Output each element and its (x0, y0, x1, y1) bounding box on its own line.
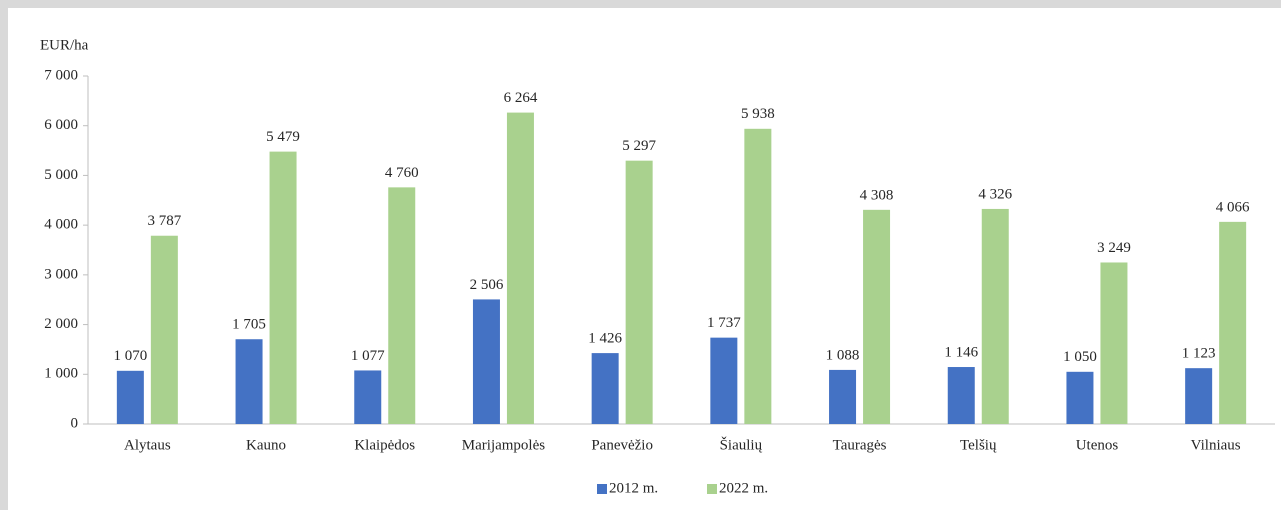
y-tick-label: 6 000 (44, 117, 78, 133)
legend-label: 2012 m. (609, 480, 658, 496)
value-label: 5 479 (266, 129, 300, 145)
legend-swatch (597, 484, 607, 494)
value-label: 2 506 (470, 277, 504, 293)
y-axis-label: EUR/ha (40, 37, 89, 53)
bar (863, 209, 891, 424)
x-tick-label: Alytaus (124, 437, 171, 453)
bar (472, 299, 500, 424)
value-label: 1 705 (232, 317, 266, 333)
x-tick-label: Panevėžio (591, 437, 653, 453)
bar (1066, 371, 1094, 424)
value-label: 4 308 (860, 187, 894, 203)
x-tick-label: Klaipėdos (354, 437, 415, 453)
value-label: 4 760 (385, 165, 419, 181)
bar (625, 160, 653, 424)
legend-swatch (707, 484, 717, 494)
bar (591, 353, 619, 424)
x-tick-label: Telšių (960, 437, 997, 453)
legend-label: 2022 m. (719, 480, 768, 496)
value-label: 3 787 (147, 213, 181, 229)
bar (1219, 221, 1247, 424)
bar (1100, 262, 1128, 424)
y-tick-label: 0 (71, 415, 79, 431)
bar (116, 370, 144, 424)
x-tick-label: Kauno (246, 437, 286, 453)
bar (981, 208, 1009, 424)
bar (354, 370, 382, 424)
x-tick-label: Šiaulių (720, 436, 763, 453)
bar (269, 151, 297, 425)
y-tick-label: 1 000 (44, 366, 78, 382)
y-tick-label: 5 000 (44, 167, 78, 183)
bar (744, 128, 772, 424)
value-label: 5 938 (741, 106, 775, 122)
value-label: 1 077 (351, 348, 385, 364)
bar (506, 112, 534, 424)
x-tick-label: Utenos (1076, 437, 1119, 453)
x-tick-label: Marijampolės (462, 437, 545, 453)
bar (388, 187, 416, 424)
value-label: 1 426 (588, 331, 622, 347)
value-label: 1 737 (707, 315, 741, 331)
bar (829, 369, 857, 424)
value-label: 1 146 (944, 344, 978, 360)
value-label: 1 123 (1182, 346, 1216, 362)
value-label: 1 050 (1063, 349, 1097, 365)
y-tick-label: 3 000 (44, 266, 78, 282)
value-label: 3 249 (1097, 240, 1131, 256)
value-label: 1 088 (826, 347, 860, 363)
y-tick-label: 2 000 (44, 316, 78, 332)
x-tick-label: Vilniaus (1191, 437, 1241, 453)
bar (1185, 368, 1213, 424)
value-label: 4 326 (978, 186, 1012, 202)
value-label: 6 264 (504, 90, 538, 106)
bar (235, 339, 263, 424)
bar (150, 235, 178, 424)
value-label: 5 297 (622, 138, 656, 154)
value-label: 4 066 (1216, 199, 1250, 215)
x-tick-label: Tauragės (833, 437, 887, 453)
value-label: 1 070 (113, 348, 147, 364)
bar (710, 337, 738, 424)
y-tick-label: 7 000 (44, 67, 78, 83)
y-tick-label: 4 000 (44, 217, 78, 233)
bar (947, 367, 975, 424)
